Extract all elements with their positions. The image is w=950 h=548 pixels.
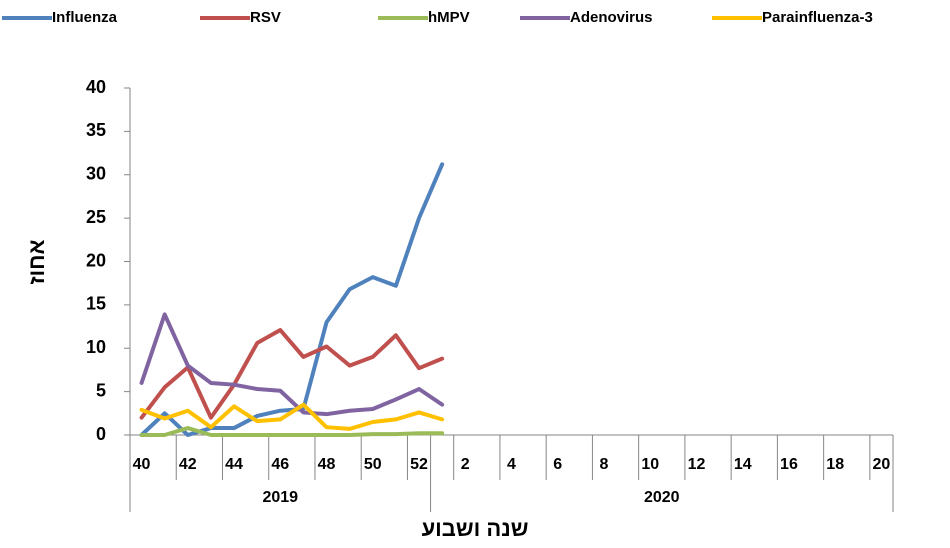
y-axis-title: אחוז xyxy=(24,239,49,284)
x-tick-label: 52 xyxy=(410,456,428,473)
x-tick-label: 40 xyxy=(133,456,151,473)
x-tick-label: 4 xyxy=(507,456,516,473)
legend-label: RSV xyxy=(250,9,281,26)
y-tick-label: 15 xyxy=(86,294,106,314)
x-tick-label: 8 xyxy=(600,456,609,473)
series-line xyxy=(139,162,445,437)
y-tick-label: 30 xyxy=(86,164,106,184)
x-tick-label: 46 xyxy=(271,456,289,473)
x-tick-label: 48 xyxy=(318,456,336,473)
series-line xyxy=(139,312,445,417)
y-tick-label: 5 xyxy=(96,380,106,400)
x-tick-label: 42 xyxy=(179,456,197,473)
x-group-label: 2020 xyxy=(644,489,680,506)
x-group-label: 2019 xyxy=(262,489,298,506)
series-line xyxy=(139,402,445,431)
y-tick-label: 35 xyxy=(86,120,106,140)
x-tick-label: 20 xyxy=(873,456,891,473)
x-tick-label: 44 xyxy=(225,456,243,473)
x-tick-label: 2 xyxy=(461,456,470,473)
legend-label: Influenza xyxy=(52,9,118,26)
x-tick-label: 50 xyxy=(364,456,382,473)
x-tick-label: 10 xyxy=(641,456,659,473)
x-tick-label: 6 xyxy=(553,456,562,473)
x-tick-label: 16 xyxy=(780,456,798,473)
x-tick-label: 12 xyxy=(688,456,706,473)
y-tick-label: 0 xyxy=(96,424,106,444)
y-tick-label: 25 xyxy=(86,207,106,227)
y-tick-label: 10 xyxy=(86,337,106,357)
y-tick-label: 40 xyxy=(86,77,106,97)
legend-label: Adenovirus xyxy=(570,9,653,26)
x-axis-title: שנה ושבוע xyxy=(422,516,529,541)
legend-label: hMPV xyxy=(428,9,470,26)
y-tick-label: 20 xyxy=(86,250,106,270)
series-line xyxy=(139,328,445,420)
legend-label: Parainfluenza-3 xyxy=(762,9,873,26)
x-tick-label: 18 xyxy=(826,456,844,473)
x-tick-label: 14 xyxy=(734,456,752,473)
series-line xyxy=(139,426,445,437)
